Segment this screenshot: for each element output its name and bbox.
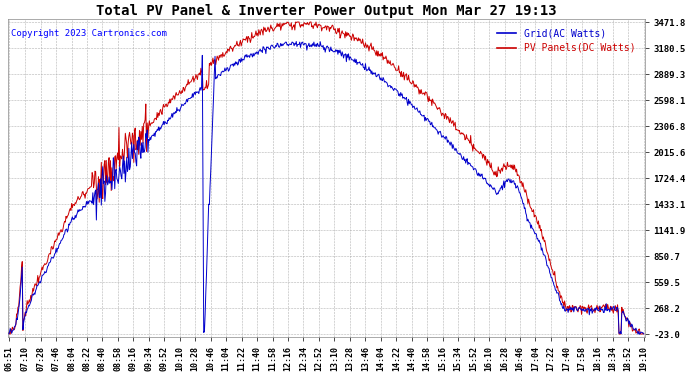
Text: Copyright 2023 Cartronics.com: Copyright 2023 Cartronics.com (11, 29, 167, 38)
Legend: Grid(AC Watts), PV Panels(DC Watts): Grid(AC Watts), PV Panels(DC Watts) (493, 24, 640, 57)
Title: Total PV Panel & Inverter Power Output Mon Mar 27 19:13: Total PV Panel & Inverter Power Output M… (96, 4, 557, 18)
